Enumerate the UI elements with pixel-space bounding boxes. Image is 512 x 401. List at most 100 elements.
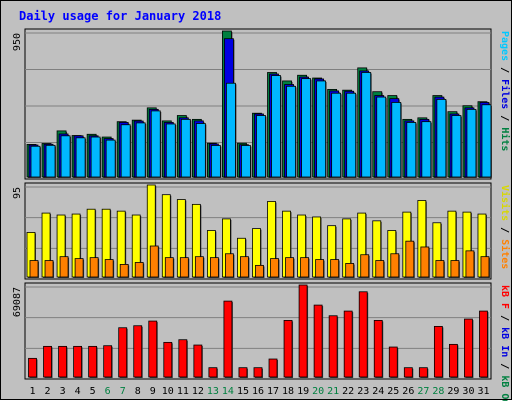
x-tick-label: 11 — [177, 386, 189, 397]
bar-sites-31 — [480, 256, 490, 278]
bar-sites-8 — [134, 262, 144, 278]
bar-sites-26 — [405, 240, 415, 278]
bar-pages-5 — [90, 136, 101, 178]
x-tick-label: 4 — [75, 386, 81, 397]
legend-entry: Visits — [499, 185, 511, 221]
bar-sites-7 — [119, 264, 129, 278]
bar-pages-6 — [105, 139, 116, 178]
bar-pages-27 — [421, 121, 432, 178]
bar-pages-23 — [361, 72, 372, 178]
x-tick-label: 12 — [192, 386, 204, 397]
bar-kb-f-10 — [163, 341, 173, 378]
bar-kb-f-4 — [73, 345, 82, 378]
x-tick-label: 23 — [357, 386, 369, 397]
legend-entry: / — [499, 221, 510, 239]
chart-title: Daily usage for January 2018 — [19, 9, 221, 23]
bar-sites-20 — [315, 259, 325, 278]
x-tick-label: 13 — [207, 386, 219, 397]
bar-sites-4 — [74, 258, 84, 278]
y-max-label: 950 — [12, 33, 23, 51]
bar-kb-f-6 — [103, 345, 113, 378]
bar-pages-7 — [120, 124, 131, 178]
x-tick-label: 16 — [252, 386, 264, 397]
legend-entry: Hits — [499, 127, 511, 151]
bar-pages-8 — [135, 122, 146, 178]
bar-kb-f-20 — [313, 304, 323, 378]
bar-kb-f-12 — [193, 344, 203, 378]
bar-pages-19 — [301, 78, 311, 178]
bar-sites-12 — [194, 256, 204, 278]
bar-kb-f-23 — [358, 291, 368, 378]
bar-sites-28 — [435, 260, 445, 278]
legend-entry: / — [499, 357, 510, 375]
bar-pages-4 — [75, 137, 86, 178]
bar-sites-30 — [465, 250, 475, 278]
x-tick-label: 30 — [462, 386, 474, 397]
bar-kb-f-1 — [28, 357, 37, 378]
bar-sites-3 — [59, 256, 69, 278]
bar-pages-2 — [45, 144, 56, 178]
bar-kb-f-25 — [388, 346, 398, 378]
bar-sites-16 — [255, 264, 264, 278]
bar-pages-29 — [451, 115, 462, 178]
bar-kb-f-18 — [283, 320, 293, 378]
bar-sites-1 — [29, 260, 39, 278]
bar-kb-f-19 — [298, 284, 308, 378]
bar-kb-f-26 — [403, 367, 413, 378]
bar-sites-14 — [225, 253, 234, 278]
legend-entry: Sites — [499, 239, 511, 269]
bar-kb-f-24 — [373, 320, 383, 378]
bar-kb-f-21 — [328, 315, 338, 378]
bar-pages-16 — [256, 115, 266, 178]
bar-pages-15 — [241, 145, 251, 178]
bar-pages-25 — [391, 102, 402, 178]
bar-sites-27 — [420, 246, 430, 278]
panel-visits-sites: 95 Visits / Sites — [12, 182, 511, 280]
bar-pages-9 — [150, 110, 161, 178]
bar-pages-10 — [165, 123, 176, 178]
bar-pages-14 — [226, 82, 236, 178]
bar-kb-f-28 — [433, 325, 443, 378]
panel-kb: 69087 kB F / kB In / kB Out — [12, 282, 510, 401]
bar-sites-9 — [149, 245, 159, 278]
legend-entry: kB F — [499, 285, 510, 309]
legend-entry: / — [499, 61, 510, 79]
bar-kb-f-17 — [268, 358, 278, 378]
bar-kb-f-11 — [178, 339, 188, 378]
x-tick-label: 27 — [417, 386, 429, 397]
bar-sites-24 — [375, 260, 385, 278]
x-tick-label: 2 — [45, 386, 51, 397]
x-tick-label: 3 — [60, 386, 66, 397]
bar-pages-17 — [271, 75, 281, 178]
bar-pages-11 — [180, 118, 191, 178]
bar-sites-6 — [104, 259, 114, 278]
bar-kb-f-9 — [148, 320, 158, 378]
bar-kb-f-15 — [238, 367, 248, 378]
bar-sites-10 — [164, 257, 174, 278]
legend-entry: / — [499, 109, 510, 127]
y-max-label: 69087 — [12, 287, 23, 317]
x-tick-label: 31 — [477, 386, 489, 397]
bar-pages-26 — [406, 122, 417, 178]
bar-pages-31 — [481, 104, 492, 178]
bar-pages-30 — [466, 108, 477, 178]
legend-entry: kB In — [499, 327, 510, 357]
bar-kb-f-2 — [43, 345, 52, 378]
x-tick-label: 9 — [150, 386, 156, 397]
x-tick-label: 6 — [105, 386, 111, 397]
bar-kb-f-8 — [133, 325, 143, 378]
x-tick-label: 28 — [432, 386, 444, 397]
bar-sites-2 — [44, 260, 54, 278]
x-tick-label: 19 — [297, 386, 309, 397]
x-tick-label: 7 — [120, 386, 126, 397]
bar-kb-f-14 — [223, 300, 233, 378]
x-tick-label: 5 — [90, 386, 96, 397]
bar-pages-28 — [436, 98, 447, 178]
bar-sites-29 — [450, 260, 460, 278]
bar-sites-15 — [240, 256, 249, 278]
panel-frame — [24, 282, 492, 380]
bar-pages-21 — [331, 92, 342, 178]
